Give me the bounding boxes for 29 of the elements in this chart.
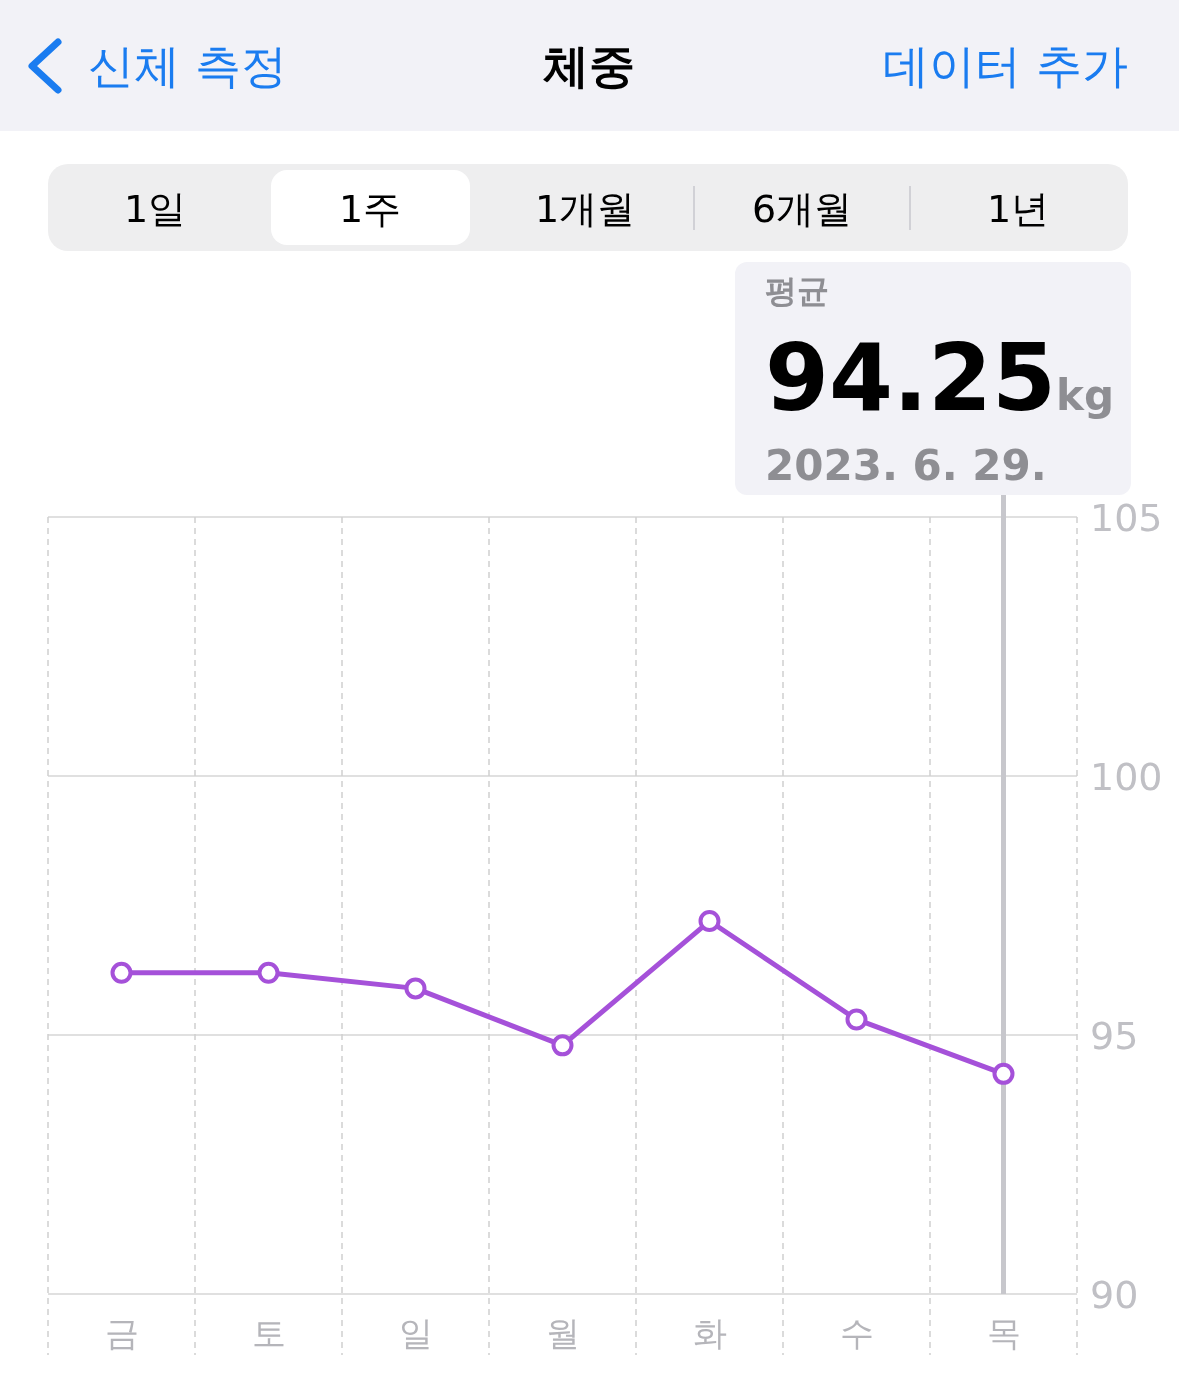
- x-tick-label: 일: [398, 1313, 433, 1353]
- text: 1일: [123, 187, 187, 231]
- point: [698, 910, 721, 933]
- point: [845, 1008, 868, 1031]
- point: [257, 961, 280, 984]
- text: 2023. 6. 29.: [765, 441, 1047, 490]
- x-tick-label: 금: [104, 1313, 139, 1353]
- x-tick-label: 화: [692, 1313, 727, 1353]
- text: 94.25kg: [765, 325, 1115, 432]
- point: [110, 961, 133, 984]
- text: 데이터 추가: [883, 39, 1128, 93]
- text: 평균: [765, 272, 829, 310]
- y-tick-label: 90: [1090, 1273, 1139, 1317]
- text: 1주: [338, 187, 402, 231]
- y-tick-label: 100: [1090, 755, 1163, 799]
- chart-title: 체중: [543, 39, 635, 93]
- point: [992, 1062, 1015, 1085]
- x-tick-label: 목: [986, 1313, 1021, 1353]
- point: [551, 1034, 574, 1057]
- text: 1년: [986, 187, 1050, 231]
- text: 1개월: [534, 187, 636, 231]
- y-tick-label: 95: [1090, 1014, 1139, 1058]
- x-tick-label: 월: [545, 1313, 580, 1353]
- text: 신체 측정: [88, 39, 287, 93]
- text: 6개월: [751, 187, 853, 231]
- y-tick-label: 105: [1090, 496, 1163, 540]
- x-tick-label: 수: [839, 1313, 874, 1353]
- x-tick-label: 토: [251, 1313, 286, 1353]
- point: [404, 977, 427, 1000]
